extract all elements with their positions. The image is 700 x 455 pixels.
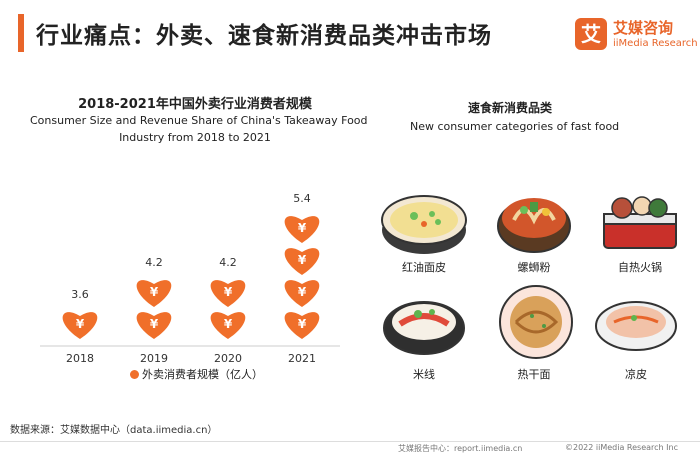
rice-noodle-bowl-icon	[383, 301, 465, 355]
food-label-5: 热干面	[517, 368, 551, 381]
x-tick-label: 2018	[66, 352, 94, 365]
self-heating-hotpot-icon	[603, 196, 677, 249]
yen-icon: ¥	[76, 317, 85, 331]
report-link[interactable]: 艾媒报告中心：report.iimedia.cn	[398, 444, 523, 453]
x-tick-label: 2020	[214, 352, 242, 365]
logo-mark-icon: 艾	[575, 18, 607, 50]
snail-noodle-bowl-icon	[497, 198, 571, 253]
hot-dry-noodle-plate-icon	[499, 285, 573, 359]
data-source: 数据来源：艾媒数据中心（data.iimedia.cn）	[10, 425, 218, 436]
bar-heart-mark	[284, 216, 320, 243]
food-label-4: 米线	[413, 368, 435, 381]
yen-icon: ¥	[298, 221, 307, 235]
yen-icon: ¥	[298, 317, 307, 331]
yen-icon: ¥	[224, 317, 233, 331]
bar-heart-mark	[210, 312, 246, 339]
yen-icon: ¥	[298, 253, 307, 267]
title-accent-bar	[18, 14, 24, 52]
yen-icon: ¥	[224, 285, 233, 299]
food-label-2: 螺蛳粉	[517, 261, 551, 274]
yen-icon: ¥	[298, 285, 307, 299]
x-tick-label: 2021	[288, 352, 316, 365]
food-panel-title: 速食新消费品类	[467, 101, 552, 115]
bar-heart-mark	[136, 312, 172, 339]
chart-legend: 外卖消费者规模（亿人）	[130, 366, 263, 382]
chart-subtitle-line2: Industry from 2018 to 2021	[119, 131, 271, 144]
bar-heart-mark	[136, 280, 172, 307]
page-title: 行业痛点：外卖、速食新消费品类冲击市场	[36, 23, 492, 49]
data-label: 3.6	[71, 288, 89, 301]
bar-heart-mark	[210, 280, 246, 307]
logo-name-cn: 艾媒咨询	[613, 19, 674, 37]
chart-title: 2018-2021年中国外卖行业消费者规模	[78, 97, 312, 112]
legend-label: 外卖消费者规模（亿人）	[142, 368, 263, 381]
bar-heart-mark	[284, 280, 320, 307]
food-label-3: 自热火锅	[618, 261, 662, 274]
footer-divider	[0, 441, 700, 442]
legend-marker-icon	[130, 369, 139, 379]
chart-subtitle-line1: Consumer Size and Revenue Share of China…	[30, 114, 368, 127]
cold-noodle-bowl-icon	[381, 195, 467, 254]
liangpi-plate-icon	[595, 301, 677, 351]
yen-icon: ¥	[150, 317, 159, 331]
bar-heart-mark	[284, 248, 320, 275]
x-tick-label: 2019	[140, 352, 168, 365]
food-label-1: 红油面皮	[402, 261, 446, 274]
copyright: ©2022 iiMedia Research Inc	[565, 443, 678, 452]
yen-icon: ¥	[150, 285, 159, 299]
bar-heart-mark	[62, 312, 98, 339]
data-label: 4.2	[219, 256, 237, 269]
data-label: 4.2	[145, 256, 163, 269]
food-panel-subtitle: New consumer categories of fast food	[410, 120, 620, 133]
bar-heart-mark	[284, 312, 320, 339]
data-label: 5.4	[293, 192, 311, 205]
logo-name-en: iiMedia Research	[613, 38, 698, 49]
brand-logo: 艾 艾媒咨询 iiMedia Research	[575, 18, 698, 54]
food-label-6: 凉皮	[625, 368, 647, 381]
